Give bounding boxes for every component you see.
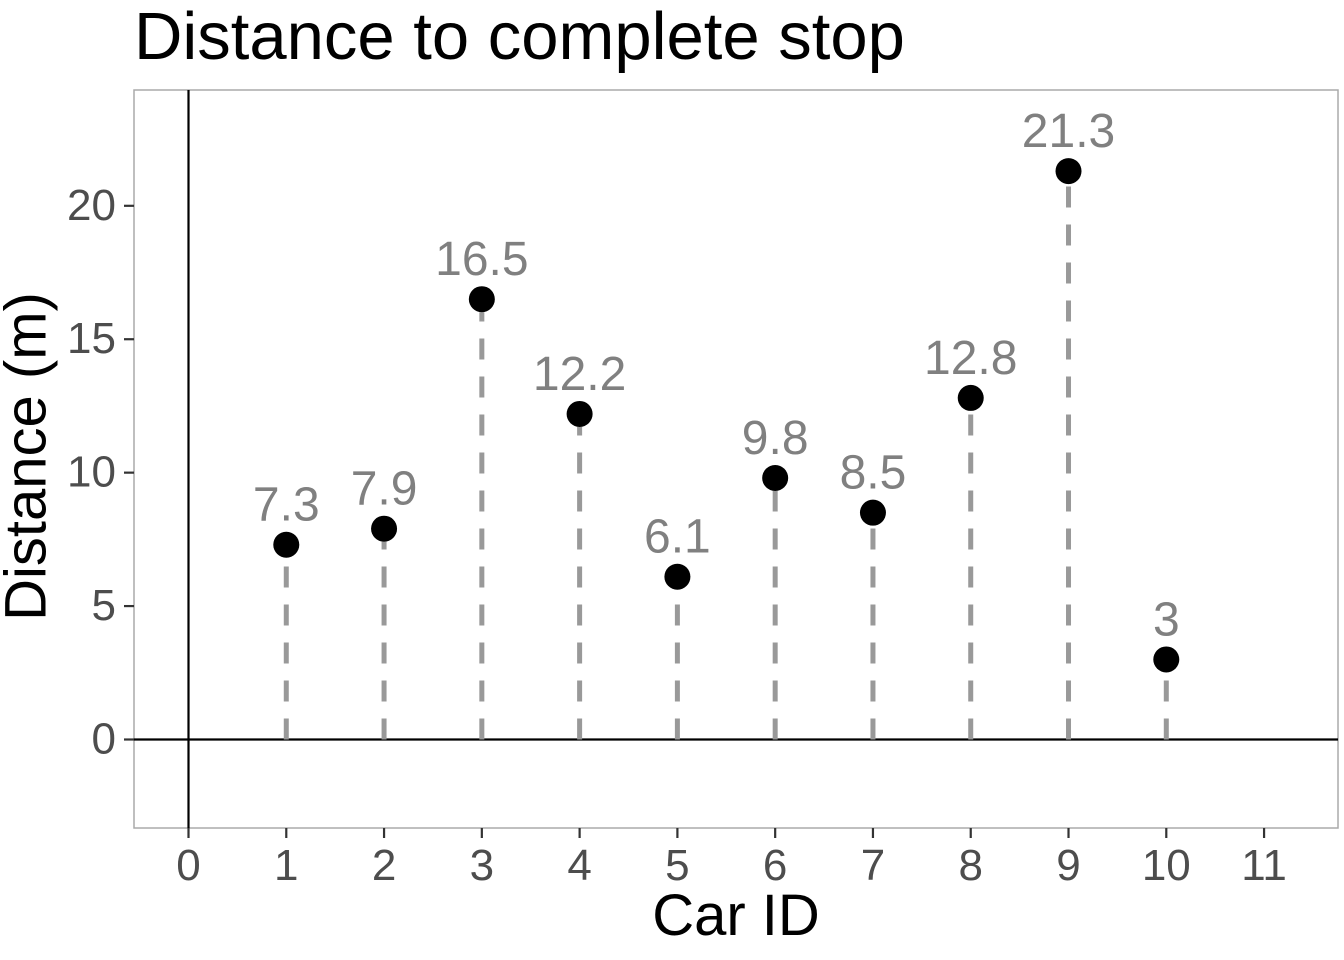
svg-text:0: 0 xyxy=(176,841,200,890)
svg-text:11: 11 xyxy=(1241,841,1287,890)
svg-text:3: 3 xyxy=(470,841,494,890)
svg-text:6: 6 xyxy=(763,841,787,890)
svg-text:15: 15 xyxy=(67,314,116,363)
svg-text:7.9: 7.9 xyxy=(351,463,418,516)
svg-text:2: 2 xyxy=(372,841,396,890)
svg-text:9: 9 xyxy=(1056,841,1080,890)
svg-text:10: 10 xyxy=(67,448,116,497)
svg-text:3: 3 xyxy=(1153,593,1180,646)
svg-text:7: 7 xyxy=(861,841,885,890)
svg-text:0: 0 xyxy=(92,715,116,764)
svg-text:10: 10 xyxy=(1142,841,1191,890)
svg-text:8.5: 8.5 xyxy=(840,447,907,500)
svg-text:8: 8 xyxy=(958,841,982,890)
svg-text:5: 5 xyxy=(92,581,116,630)
svg-text:4: 4 xyxy=(567,841,591,890)
svg-text:9.8: 9.8 xyxy=(742,412,809,465)
svg-text:21.3: 21.3 xyxy=(1022,105,1115,158)
svg-text:6.1: 6.1 xyxy=(644,511,711,564)
svg-text:12.8: 12.8 xyxy=(924,332,1017,385)
svg-text:12.2: 12.2 xyxy=(533,348,626,401)
svg-text:16.5: 16.5 xyxy=(435,233,528,286)
svg-text:20: 20 xyxy=(67,181,116,230)
svg-text:5: 5 xyxy=(665,841,689,890)
svg-text:1: 1 xyxy=(274,841,298,890)
svg-text:7.3: 7.3 xyxy=(253,479,320,532)
